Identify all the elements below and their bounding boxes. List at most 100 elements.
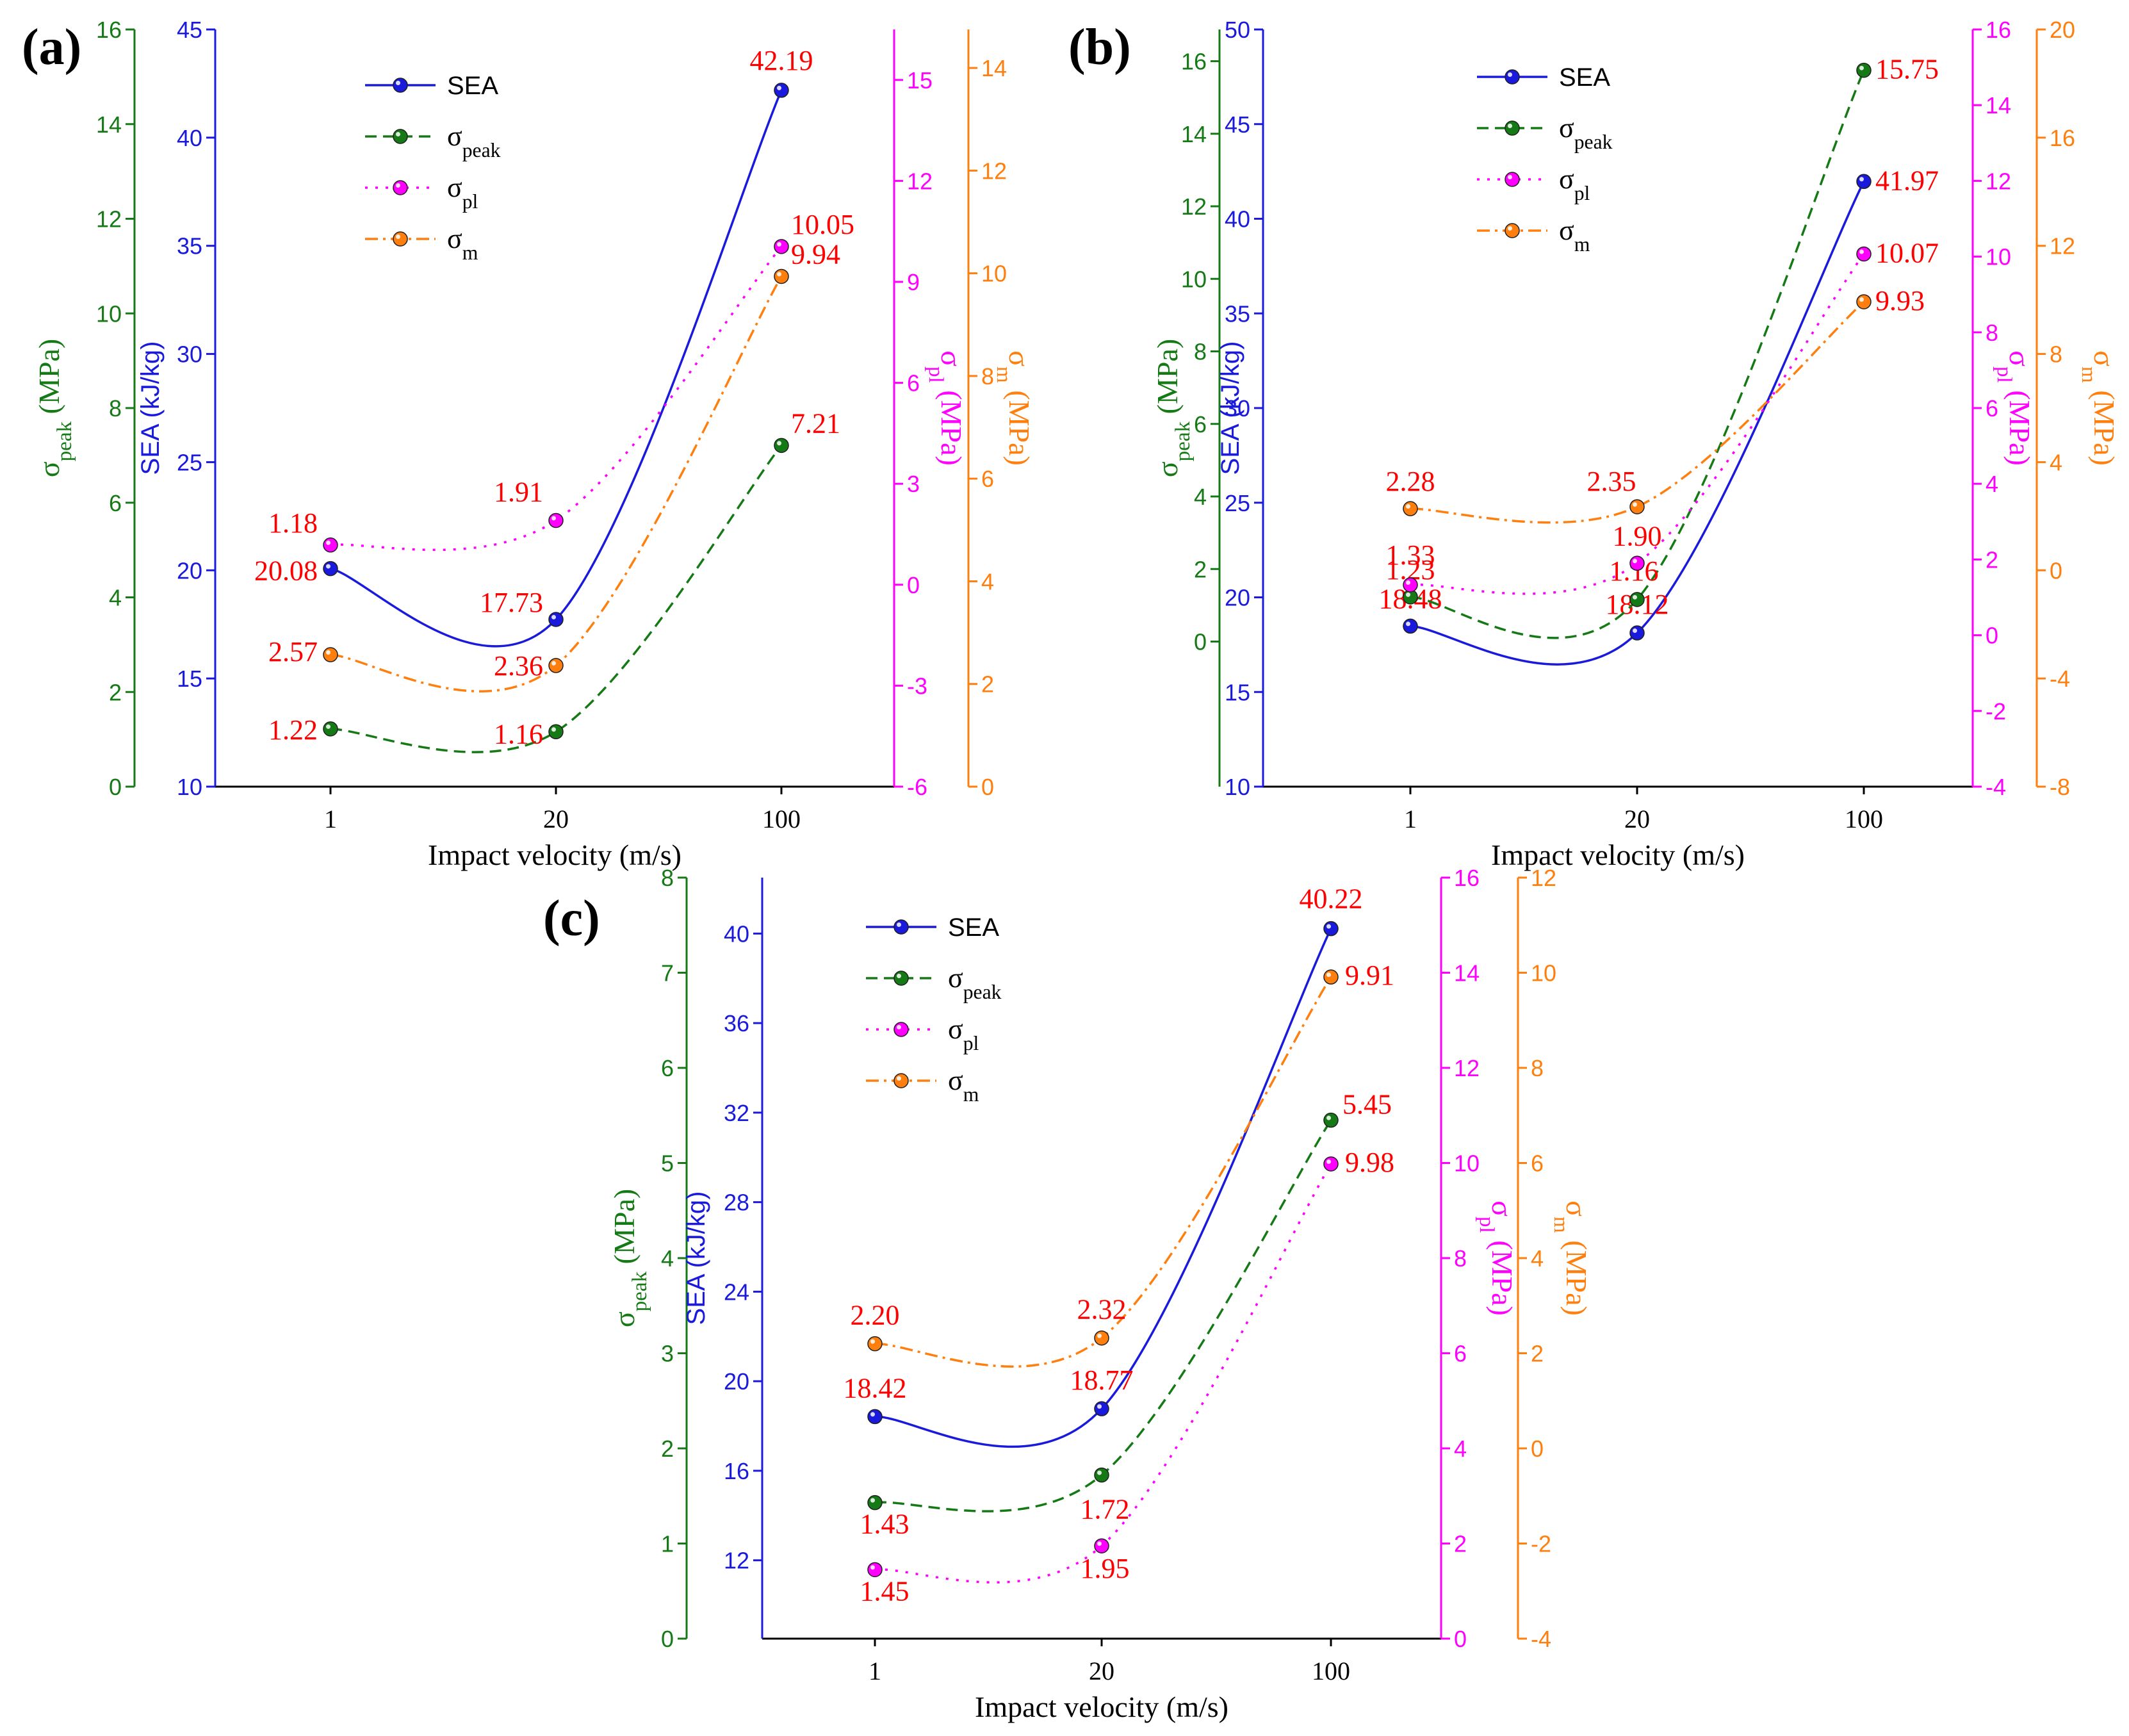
m-series-line: [874, 976, 1332, 1368]
legend-peak-marker-highlight: [396, 132, 400, 136]
pl-data-label: 10.05: [791, 209, 854, 240]
pl-tick-label: 3: [907, 471, 920, 497]
m-tick-label: 6: [1531, 1151, 1544, 1177]
peak-tick-label: 16: [96, 17, 122, 43]
peak-data-point-highlight: [551, 727, 556, 732]
m-data-point-highlight: [1326, 972, 1331, 978]
sea-data-point-highlight: [326, 564, 330, 569]
pl-tick-label: 0: [1454, 1626, 1467, 1652]
pl-tick-label: 14: [1454, 960, 1480, 987]
pl-tick-label: 4: [1986, 471, 1998, 497]
sea-data-point-highlight: [1859, 177, 1864, 182]
m-data-label: 2.32: [1077, 1294, 1127, 1325]
sea-tick-label: 24: [724, 1279, 749, 1305]
legend-sea-marker: [1505, 69, 1520, 85]
sea-tick-label: 50: [1225, 17, 1250, 43]
m-data-point: [548, 658, 564, 673]
peak-data-point: [1094, 1467, 1109, 1483]
pl-data-point: [1323, 1156, 1339, 1172]
peak-axis-title: σpeak (MPa): [608, 1189, 651, 1327]
peak-data-point-highlight: [1097, 1470, 1102, 1475]
sea-tick-label: 36: [724, 1010, 749, 1036]
peak-data-point-highlight: [326, 724, 330, 729]
pl-data-point-highlight: [777, 242, 781, 247]
peak-data-label: 1.16: [494, 718, 543, 749]
legend-peak-marker: [1505, 120, 1520, 136]
sea-data-point: [548, 612, 564, 627]
peak-tick-label: 4: [109, 585, 122, 611]
peak-tick-label: 16: [1181, 49, 1207, 75]
pl-data-point-highlight: [1326, 1159, 1331, 1164]
x-tick-label: 20: [1624, 805, 1650, 833]
pl-data-point-highlight: [1633, 559, 1637, 564]
sea-series-line: [330, 90, 783, 648]
sea-tick-label: 10: [177, 774, 202, 800]
pl-tick-label: 10: [1454, 1151, 1480, 1177]
m-tick-label: 6: [981, 466, 994, 492]
m-data-point: [323, 647, 338, 662]
pl-data-label: 10.07: [1875, 237, 1939, 268]
sea-data-point: [1856, 174, 1872, 190]
pl-series-line: [330, 245, 783, 552]
peak-data-label: 1.43: [860, 1509, 910, 1540]
peak-data-label: 15.75: [1875, 54, 1939, 85]
peak-tick-label: 2: [1194, 556, 1207, 582]
m-tick-label: 12: [1531, 865, 1556, 891]
m-tick-label: 8: [2050, 341, 2062, 368]
pl-data-point-highlight: [870, 1565, 875, 1570]
m-data-point: [1403, 501, 1418, 516]
x-tick-label: 1: [1404, 805, 1417, 833]
legend-pl-marker-highlight: [1508, 175, 1512, 179]
peak-tick-label: 6: [109, 490, 122, 516]
m-tick-label: 0: [2050, 557, 2062, 584]
pl-data-point-highlight: [326, 540, 330, 545]
peak-tick-label: 2: [661, 1436, 674, 1462]
legend-sea-label: SEA: [447, 72, 498, 100]
legend-sea-marker-highlight: [396, 81, 400, 85]
legend-pl-marker: [893, 1022, 909, 1037]
peak-data-label: 7.21: [791, 407, 840, 439]
m-data-label: 2.57: [268, 636, 318, 667]
m-tick-label: 4: [1531, 1245, 1544, 1272]
sea-tick-label: 15: [177, 666, 202, 692]
sea-tick-label: 25: [177, 449, 202, 475]
peak-data-point: [323, 721, 338, 737]
pl-tick-label: 16: [1454, 865, 1480, 891]
pl-tick-label: -3: [907, 673, 927, 699]
x-tick-label: 20: [1089, 1657, 1114, 1685]
pl-data-point: [1094, 1538, 1109, 1553]
m-data-point-highlight: [1633, 502, 1637, 507]
m-data-point-highlight: [777, 272, 781, 277]
sea-tick-label: 15: [1225, 679, 1250, 705]
m-data-label: 9.94: [791, 238, 840, 270]
sea-data-point: [1403, 618, 1418, 634]
x-tick-label: 100: [1845, 805, 1883, 833]
m-data-label: 9.91: [1345, 960, 1394, 991]
legend-pl-label: σpl: [948, 1013, 979, 1054]
sea-tick-label: 40: [724, 921, 749, 947]
peak-data-point-highlight: [1633, 594, 1637, 600]
sea-tick-label: 32: [724, 1100, 749, 1126]
pl-data-point: [867, 1562, 883, 1578]
m-data-point: [1094, 1330, 1109, 1346]
sea-tick-label: 45: [177, 17, 202, 43]
m-tick-label: 0: [1531, 1436, 1544, 1462]
peak-series-line: [874, 1119, 1332, 1512]
m-data-point-highlight: [326, 650, 330, 655]
peak-tick-label: 4: [1194, 484, 1207, 510]
pl-tick-label: 16: [1986, 17, 2011, 43]
m-tick-label: 8: [981, 363, 994, 389]
sea-tick-label: 20: [177, 557, 202, 584]
sea-tick-label: 45: [1225, 111, 1250, 138]
peak-series-line: [330, 445, 783, 753]
peak-tick-label: 5: [661, 1151, 674, 1177]
m-tick-label: 4: [981, 568, 994, 594]
m-data-point: [1323, 969, 1339, 985]
peak-series-line: [1410, 70, 1865, 639]
panel-label-a: (a): [22, 19, 81, 76]
pl-data-point: [1856, 246, 1872, 262]
legend-sea-label: SEA: [1559, 63, 1610, 92]
peak-tick-label: 8: [109, 395, 122, 422]
